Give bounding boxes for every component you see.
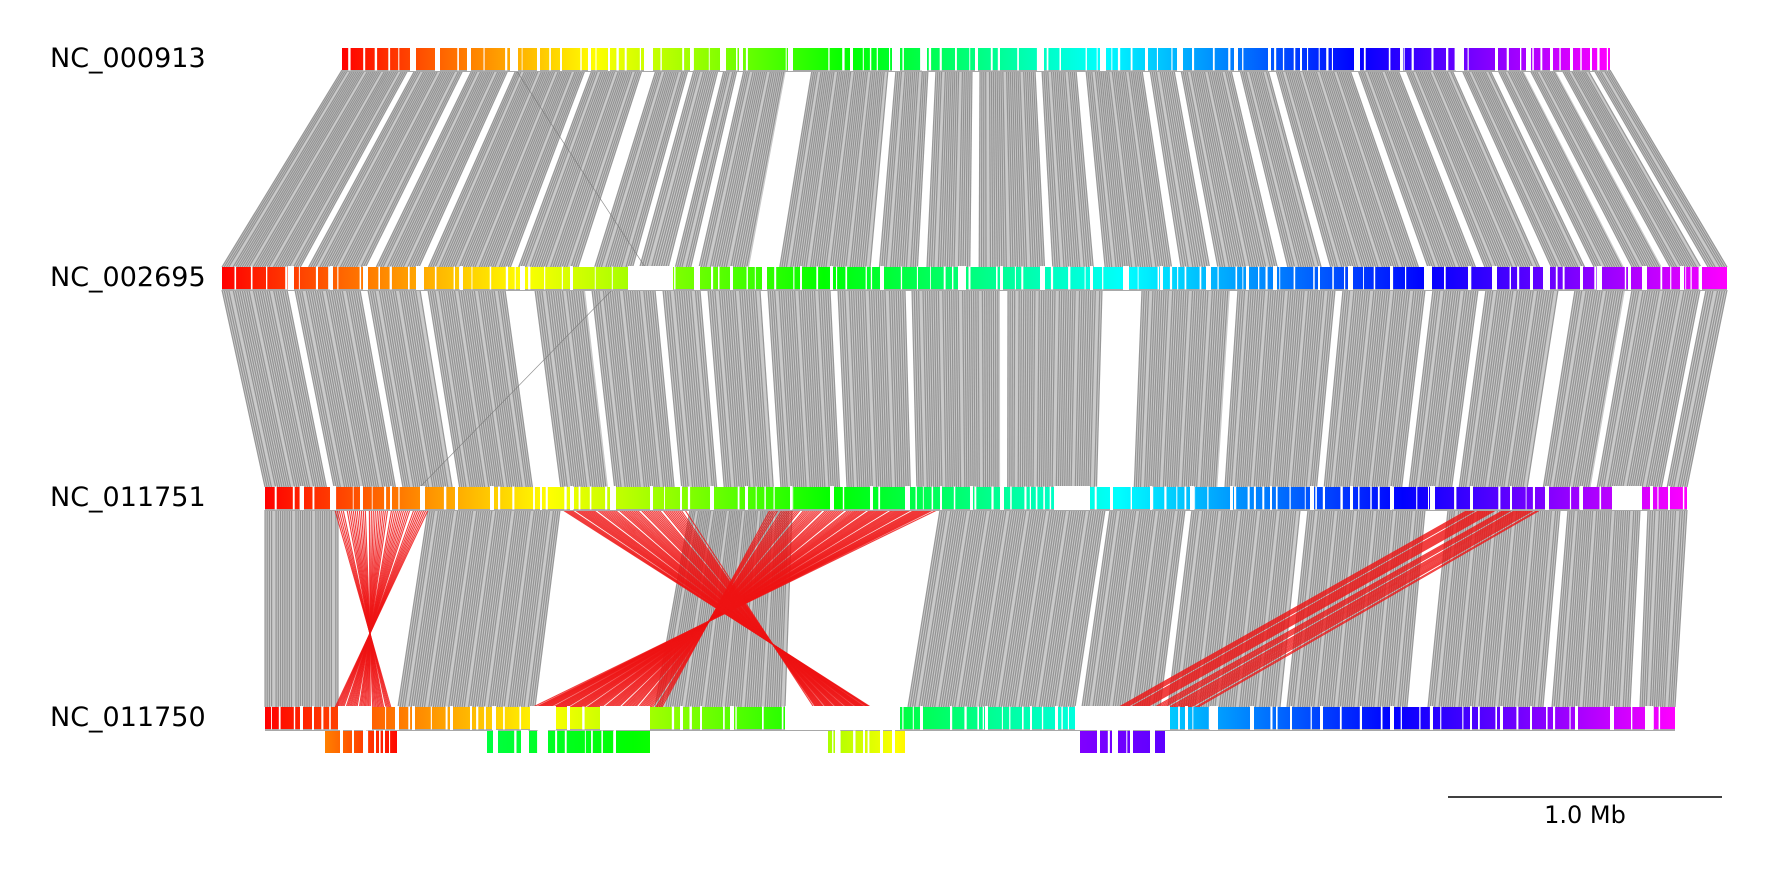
track-bar-NC_011750	[265, 706, 1675, 754]
track-bar-NC_000913	[342, 47, 1610, 72]
track-label-1: NC_000913	[50, 43, 206, 74]
track-bar-NC_011751	[265, 486, 1687, 511]
track-bar-NC_002695	[222, 266, 1727, 291]
track-label-4: NC_011750	[50, 702, 206, 733]
track-label-3: NC_011751	[50, 482, 206, 513]
inversion-links	[324, 509, 1541, 730]
track-label-2: NC_002695	[50, 262, 206, 293]
scale-bar-label: 1.0 Mb	[1544, 801, 1626, 829]
ribbon-region-NC_002695-to-NC_011751	[221, 289, 1728, 488]
ribbon-region-NC_000913-to-NC_002695	[221, 69, 1728, 268]
